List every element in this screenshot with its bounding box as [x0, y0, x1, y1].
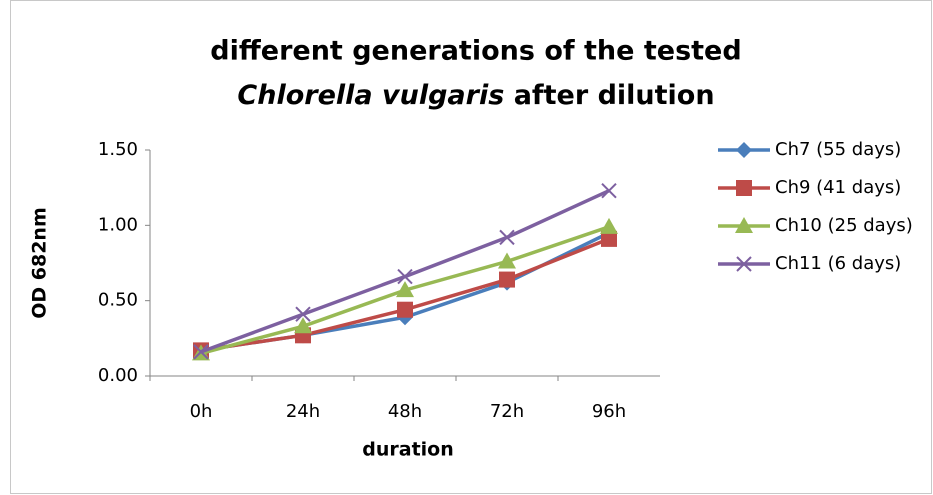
- x-tick-label: 96h: [592, 401, 626, 422]
- legend-label: Ch9 (41 days): [775, 177, 901, 198]
- x-tick-label: 0h: [190, 401, 213, 422]
- legend-marker: [736, 142, 752, 158]
- data-point: [499, 271, 515, 288]
- data-point: [193, 344, 209, 360]
- chart-title-rest: after dilution: [514, 80, 715, 111]
- chart-title-italic: Chlorella vulgaris: [237, 80, 504, 111]
- chart-title: Chlorella vulgaris after dilution: [237, 80, 714, 111]
- legend-marker: [736, 180, 752, 196]
- x-tick-label: 48h: [388, 401, 422, 422]
- chart-title: different generations of the tested: [210, 36, 741, 67]
- y-tick-label: 0.00: [98, 365, 138, 386]
- data-point: [295, 306, 311, 322]
- data-point: [600, 217, 618, 234]
- y-tick-label: 0.50: [98, 290, 138, 311]
- data-point: [396, 281, 414, 298]
- x-axis-title: duration: [362, 439, 454, 461]
- x-tick-label: 24h: [286, 401, 320, 422]
- legend-marker: [735, 217, 753, 233]
- data-point: [499, 229, 515, 246]
- y-tick-label: 1.50: [98, 139, 138, 160]
- legend-label: Ch7 (55 days): [775, 139, 901, 160]
- legend-label: Ch10 (25 days): [775, 215, 913, 236]
- legend-marker: [736, 256, 752, 272]
- data-point: [601, 230, 617, 247]
- data-point: [294, 317, 312, 334]
- data-point: [601, 182, 617, 199]
- data-point: [498, 252, 516, 269]
- x-tick-label: 72h: [490, 401, 524, 422]
- y-tick-label: 1.00: [98, 214, 138, 235]
- data-point: [397, 301, 413, 318]
- y-axis-title: OD 682nm: [29, 207, 51, 319]
- legend-label: Ch11 (6 days): [775, 253, 901, 274]
- data-point: [397, 268, 413, 285]
- chart-frame: [10, 0, 932, 494]
